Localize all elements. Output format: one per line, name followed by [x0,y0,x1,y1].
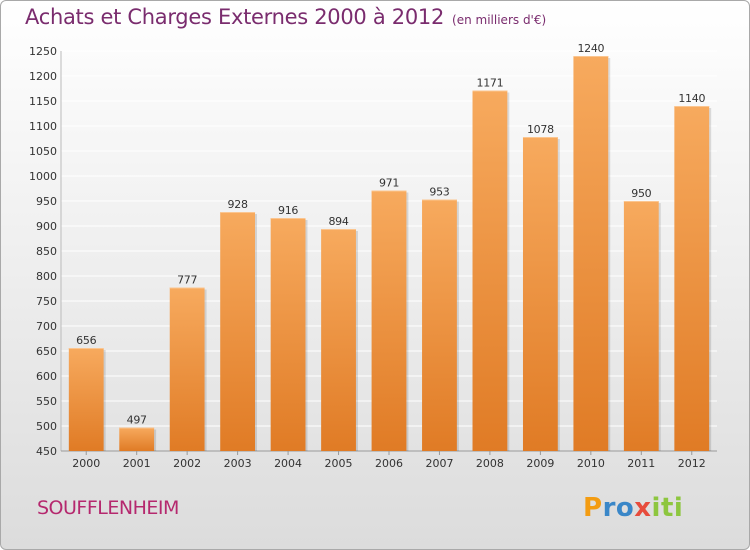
bar [422,199,457,451]
data-label: 971 [379,177,399,190]
y-tick-label: 850 [36,245,57,258]
x-tick-label: 2008 [476,457,504,470]
data-label: 953 [429,186,449,199]
x-tick-label: 2012 [678,457,706,470]
logo-letter: r [602,493,616,523]
y-tick-label: 800 [36,270,57,283]
y-tick-label: 700 [36,320,57,333]
data-label: 894 [328,215,348,228]
bar [270,218,306,451]
data-label: 1140 [678,92,705,105]
logo-letter: i [673,493,684,523]
logo-letter: x [634,493,652,523]
bar [119,427,155,451]
y-tick-label: 1050 [29,145,57,158]
bar [220,212,256,451]
data-label: 1240 [577,42,604,55]
x-tick-label: 2009 [526,457,554,470]
bar [371,190,407,451]
y-tick-label: 1250 [29,45,57,58]
x-tick-label: 2007 [425,457,453,470]
proxiti-logo: Proxiti [583,493,683,523]
x-tick-label: 2011 [627,457,655,470]
y-tick-label: 1200 [29,70,57,83]
logo-letter: i [651,493,661,523]
data-label: 497 [127,414,147,427]
y-tick-label: 1000 [29,170,57,183]
x-tick-label: 2002 [173,457,201,470]
bar [472,90,508,451]
x-tick-label: 2000 [72,457,100,470]
y-tick-label: 600 [36,370,57,383]
data-label: 1078 [527,123,554,136]
y-tick-label: 750 [36,295,57,308]
data-label: 950 [631,187,651,200]
bar [522,137,558,451]
y-tick-label: 1100 [29,120,57,133]
bar [674,106,710,451]
bars [68,56,712,451]
chart-subtitle: (en milliers d'€) [452,13,547,27]
x-tick-label: 2010 [577,457,605,470]
y-tick-label: 900 [36,220,57,233]
y-tick-label: 550 [36,395,57,408]
y-tick-label: 500 [36,420,57,433]
data-label: 928 [228,198,248,211]
y-axis: 450 500 550 600 650 700 750 800 850 900 950 1000 105… [29,45,57,458]
x-tick-label: 2001 [123,457,151,470]
bar [169,287,205,451]
y-tick-label: 1150 [29,95,57,108]
chart-title: Achats et Charges Externes 2000 à 2012 [25,5,445,29]
bar [321,229,356,451]
logo-letter: o [615,493,635,523]
x-tick-label: 2004 [274,457,302,470]
y-tick-label: 950 [36,195,57,208]
logo-letter: P [583,493,603,523]
bar [573,56,609,451]
x-axis: 2000 2001 2002 2003 2004 2005 2006 2007 2008 2009… [72,451,706,470]
data-label: 656 [76,334,96,347]
x-tick-label: 2006 [375,457,403,470]
bar [68,348,104,451]
bar [623,201,659,451]
chart-title-block: Achats et Charges Externes 2000 à 2012 (e… [25,5,546,29]
x-tick-label: 2005 [325,457,353,470]
data-labels: 656 497 777 928 916 894 971 953 1171 1078 1240 950 1… [76,42,706,427]
x-tick-label: 2003 [224,457,252,470]
data-label: 1171 [477,77,504,90]
data-label: 916 [278,204,298,217]
data-label: 777 [177,274,197,287]
town-name: SOUFFLENHEIM [37,497,179,519]
y-tick-label: 650 [36,345,57,358]
logo-letter: t [660,493,674,523]
y-tick-label: 450 [36,445,57,458]
